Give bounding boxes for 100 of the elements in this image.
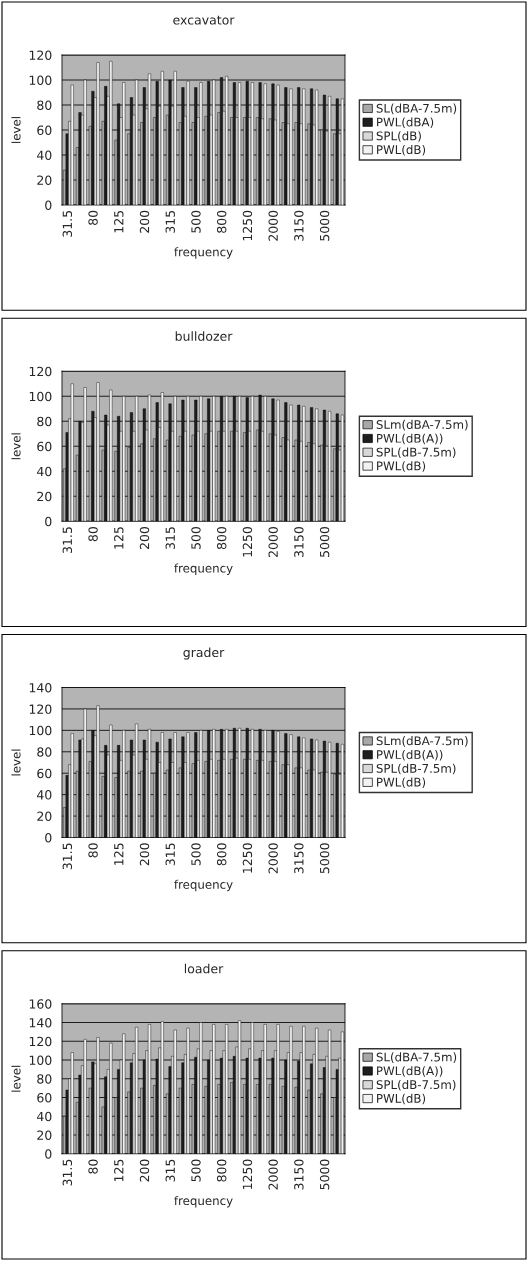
x-tick-label: 5000	[319, 843, 330, 874]
legend-label: PWL(dB(A))	[377, 433, 443, 445]
y-tick-label: 140	[29, 1017, 52, 1028]
x-axis-title: frequency	[174, 879, 233, 892]
y-tick-label: 120	[29, 1036, 52, 1047]
y-tick-label: 0	[45, 516, 52, 527]
legend-label: PWL(dB(A))	[377, 749, 443, 761]
x-tick-label: 125	[114, 843, 124, 865]
x-tick-label: 5000	[319, 1159, 330, 1190]
x-tick-label: 2000	[268, 843, 278, 874]
x-tick-label: 125	[114, 527, 124, 549]
legend-label: PWL(dB)	[377, 1093, 426, 1105]
x-tick-label: 500	[191, 526, 201, 550]
y-tick-label: 0	[45, 832, 52, 843]
y-tick-label: 20	[37, 491, 52, 502]
x-tick-label: 3150	[294, 1159, 304, 1190]
y-axis-title: level	[11, 117, 21, 143]
y-tick-label: 40	[36, 150, 52, 160]
x-tick-label: 315	[165, 210, 175, 233]
x-tick-label: 315	[165, 843, 175, 866]
y-tick-label: 0	[45, 1149, 52, 1159]
y-tick-label: 20	[37, 1130, 52, 1140]
legend-label: SPL(dB-7.5m)	[376, 763, 456, 775]
legend-label: PWL(dB(A))	[377, 1066, 443, 1077]
chart-title: bulldozer	[175, 331, 233, 341]
y-tick-label: 120	[29, 50, 52, 60]
y-tick-label: 0	[45, 200, 52, 210]
x-tick-label: 80	[88, 526, 98, 542]
x-tick-label: 800	[216, 526, 227, 550]
x-tick-label: 800	[216, 210, 227, 233]
y-tick-label: 80	[37, 416, 52, 427]
legend-label: PWL(dB)	[377, 777, 426, 788]
y-tick-label: 120	[29, 704, 52, 714]
legend-label: SLm(dBA-7.5m)	[376, 419, 468, 431]
y-tick-label: 60	[37, 1092, 52, 1103]
x-tick-label: 800	[216, 843, 227, 866]
x-tick-label: 1250	[242, 210, 253, 241]
x-tick-label: 31.5	[62, 843, 73, 870]
y-tick-label: 80	[37, 1074, 52, 1084]
y-tick-label: 100	[29, 75, 52, 85]
chart-title: grader	[183, 647, 225, 660]
x-tick-label: 500	[191, 843, 201, 866]
x-tick-label: 315	[165, 527, 175, 550]
y-axis-title: level	[11, 749, 21, 776]
y-tick-label: 80	[37, 747, 52, 757]
x-tick-label: 80	[88, 1159, 98, 1174]
chart-title: loader	[184, 963, 224, 974]
x-tick-label: 3150	[294, 526, 304, 557]
x-tick-label: 200	[139, 1159, 150, 1182]
y-tick-label: 40	[36, 790, 52, 800]
x-tick-label: 2000	[268, 1159, 278, 1190]
y-tick-label: 140	[29, 682, 52, 693]
x-tick-label: 200	[139, 210, 150, 233]
x-tick-label: 3150	[294, 210, 304, 241]
x-tick-label: 31.5	[62, 210, 73, 237]
x-tick-label: 125	[114, 1159, 124, 1182]
legend-label: SL(dBA-7.5m)	[376, 1052, 457, 1063]
x-axis-title: frequency	[174, 247, 233, 259]
x-tick-label: 5000	[319, 210, 330, 241]
y-axis-title: level	[11, 1065, 21, 1092]
x-tick-label: 31.5	[62, 1159, 73, 1186]
y-tick-label: 80	[37, 100, 52, 110]
y-tick-label: 20	[37, 175, 52, 185]
y-tick-label: 160	[29, 999, 52, 1009]
x-tick-label: 500	[191, 210, 201, 233]
x-tick-label: 80	[88, 210, 98, 225]
y-tick-label: 20	[37, 811, 52, 821]
legend-label: PWL(dBA)	[377, 117, 434, 128]
x-tick-label: 80	[88, 843, 98, 858]
x-tick-label: 315	[165, 1159, 175, 1182]
x-tick-label: 500	[191, 1159, 201, 1182]
y-tick-label: 40	[36, 466, 52, 477]
y-tick-label: 100	[29, 725, 52, 736]
x-tick-label: 2000	[268, 526, 278, 558]
x-tick-label: 1250	[242, 1159, 253, 1190]
x-tick-label: 200	[139, 843, 150, 866]
y-tick-label: 60	[37, 125, 52, 135]
legend-label: SPL(dB)	[376, 131, 421, 142]
x-tick-label: 1250	[242, 843, 253, 873]
y-tick-label: 100	[29, 1055, 52, 1065]
x-axis-title: frequency	[174, 1195, 233, 1208]
x-tick-label: 5000	[319, 526, 330, 557]
x-tick-label: 2000	[268, 210, 278, 241]
y-tick-label: 100	[29, 391, 52, 402]
legend-label: SPL(dB-7.5m)	[376, 447, 456, 458]
y-axis-title: level	[11, 433, 21, 460]
y-tick-label: 120	[29, 366, 52, 377]
x-tick-label: 3150	[294, 843, 304, 874]
chart-title: excavator	[173, 15, 235, 25]
x-tick-label: 800	[216, 1159, 227, 1182]
y-tick-label: 40	[36, 1111, 52, 1122]
x-tick-label: 200	[139, 526, 150, 550]
legend-label: SLm(dBA-7.5m)	[376, 736, 468, 747]
legend-label: PWL(dB)	[377, 144, 426, 156]
x-tick-label: 1250	[242, 526, 253, 557]
legend-label: PWL(dB)	[377, 461, 426, 472]
x-tick-label: 31.5	[62, 527, 73, 553]
legend-label: SPL(dB-7.5m)	[376, 1079, 456, 1091]
x-axis-title: frequency	[174, 563, 233, 575]
y-tick-label: 60	[37, 441, 52, 452]
